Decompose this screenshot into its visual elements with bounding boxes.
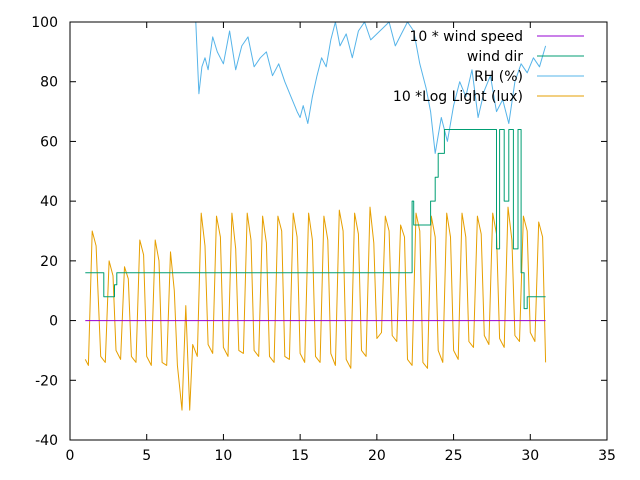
x-tick-label: 15 <box>291 448 309 464</box>
legend-label: 10 * wind speed <box>409 29 523 45</box>
y-tick-label: 60 <box>40 134 58 150</box>
legend-label: RH (%) <box>474 69 523 85</box>
x-tick-label: 5 <box>142 448 151 464</box>
y-tick-label: 100 <box>31 15 58 31</box>
x-tick-label: 25 <box>445 448 463 464</box>
x-tick-label: 35 <box>598 448 616 464</box>
legend-label: 10 *Log Light (lux) <box>393 89 523 105</box>
series-line-1 <box>85 129 546 310</box>
x-tick-label: 0 <box>66 448 75 464</box>
series-line-2 <box>195 22 547 154</box>
y-tick-label: -40 <box>35 433 58 449</box>
series-layer <box>84 22 547 411</box>
legend: 10 * wind speed wind dir RH (%) 10 *Log Lig… <box>393 29 584 105</box>
y-tick-label: 0 <box>49 314 58 330</box>
y-tick-label: 80 <box>40 75 58 91</box>
series-line-3 <box>84 206 547 411</box>
plot-frame <box>69 21 608 441</box>
legend-label: wind dir <box>467 49 523 65</box>
y-tick-label: 40 <box>40 194 58 210</box>
x-tick-label: 10 <box>215 448 233 464</box>
ticks-layer: 0 5 10 15 20 25 30 35 -40 -20 0 20 40 60 80 100 <box>31 15 616 464</box>
x-tick-label: 20 <box>368 448 386 464</box>
y-tick-label: -20 <box>35 373 58 389</box>
y-tick-label: 20 <box>40 254 58 270</box>
x-tick-label: 30 <box>521 448 539 464</box>
